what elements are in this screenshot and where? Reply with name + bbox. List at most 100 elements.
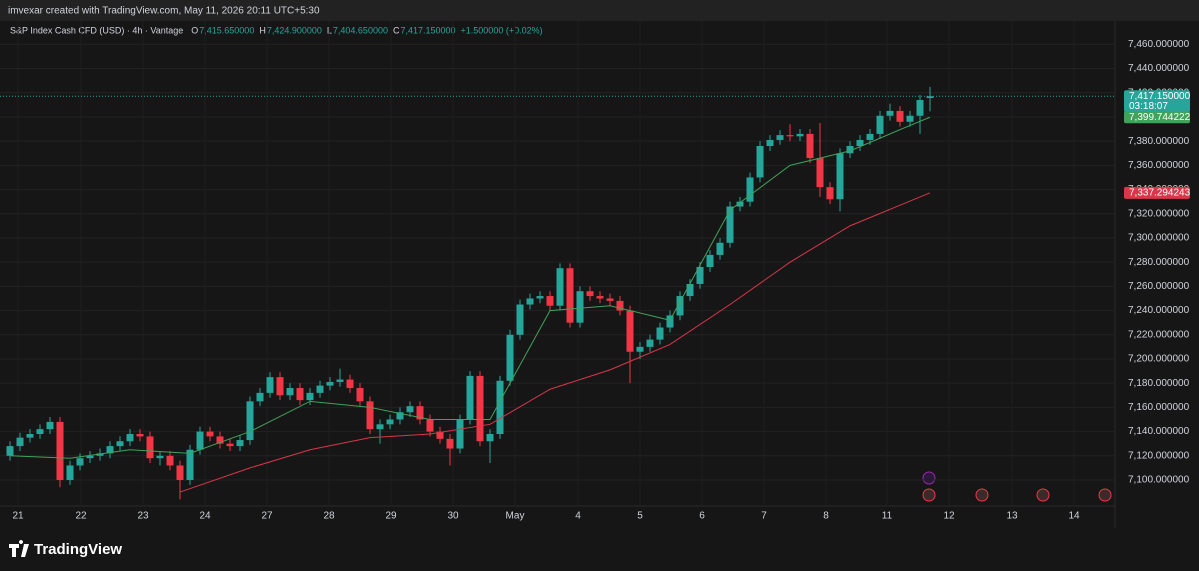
candle-body bbox=[486, 434, 494, 442]
readout-key: H bbox=[259, 25, 266, 35]
attribution: imvexar created with TradingView.com, Ma… bbox=[8, 6, 320, 17]
candle-body bbox=[156, 455, 164, 459]
candle-body bbox=[246, 401, 254, 441]
candle-body bbox=[106, 446, 114, 454]
candle-body bbox=[316, 385, 324, 393]
candle-body bbox=[366, 401, 374, 430]
y-tick-label: 7,360.000000 bbox=[1128, 160, 1190, 171]
price-label: 7,337.294243 bbox=[1129, 187, 1191, 198]
candle-body bbox=[646, 339, 654, 347]
candle-body bbox=[666, 315, 674, 328]
price-label-countdown: 03:18:07 bbox=[1129, 101, 1168, 112]
x-tick-label: 5 bbox=[637, 511, 643, 522]
candle-body bbox=[716, 242, 724, 255]
candle-body bbox=[606, 298, 614, 301]
readout-key: O bbox=[191, 25, 198, 35]
candle-body bbox=[896, 110, 904, 122]
candle-body bbox=[906, 115, 914, 122]
candle-body bbox=[756, 146, 764, 178]
candle-body bbox=[806, 133, 814, 159]
candle-body bbox=[426, 419, 434, 432]
x-tick-label: May bbox=[506, 511, 525, 522]
candle-body bbox=[216, 436, 224, 444]
candle-body bbox=[856, 139, 864, 147]
y-tick-label: 7,460.000000 bbox=[1128, 39, 1190, 50]
candle-body bbox=[116, 441, 124, 447]
readout-change: +1.500000 (+0.02%) bbox=[461, 25, 543, 35]
x-tick-label: 7 bbox=[761, 511, 767, 522]
candle-body bbox=[196, 431, 204, 450]
x-tick-label: 23 bbox=[137, 511, 149, 522]
candle-body bbox=[256, 392, 264, 402]
chart-title: S&P Index Cash CFD (USD) · 4h · Vantage bbox=[10, 25, 183, 35]
x-tick-label: 30 bbox=[447, 511, 459, 522]
logo-text: TradingView bbox=[34, 541, 122, 558]
candle-body bbox=[506, 334, 514, 381]
candle-body bbox=[616, 300, 624, 311]
x-tick-label: 4 bbox=[575, 511, 581, 522]
candle-body bbox=[6, 446, 14, 456]
y-tick-label: 7,160.000000 bbox=[1128, 402, 1190, 413]
candle-body bbox=[816, 158, 824, 188]
candle-body bbox=[726, 206, 734, 243]
footer bbox=[0, 528, 1199, 571]
x-tick-label: 12 bbox=[943, 511, 955, 522]
candle-body bbox=[416, 406, 424, 420]
price-label-box bbox=[1124, 90, 1190, 113]
candle-body bbox=[176, 465, 184, 480]
candle-body bbox=[36, 429, 44, 435]
candle-body bbox=[736, 201, 744, 207]
candle-body bbox=[386, 419, 394, 425]
candle-body bbox=[66, 465, 74, 480]
logo: TradingView bbox=[9, 540, 122, 558]
candle-body bbox=[566, 268, 574, 323]
candle-body bbox=[836, 153, 844, 200]
candle-body bbox=[356, 388, 364, 402]
readout-value: 7,417.150000 bbox=[400, 25, 455, 35]
candle-body bbox=[746, 177, 754, 202]
y-tick-label: 7,260.000000 bbox=[1128, 281, 1190, 292]
candle-body bbox=[696, 267, 704, 284]
candle-body bbox=[586, 291, 594, 297]
x-tick-label: 28 bbox=[323, 511, 335, 522]
candle-body bbox=[56, 421, 64, 480]
y-tick-label: 7,240.000000 bbox=[1128, 305, 1190, 316]
candle-body bbox=[436, 431, 444, 439]
candle-body bbox=[546, 296, 554, 306]
y-tick-label: 7,120.000000 bbox=[1128, 450, 1190, 461]
y-tick-label: 7,140.000000 bbox=[1128, 426, 1190, 437]
y-tick-label: 7,180.000000 bbox=[1128, 378, 1190, 389]
candle-body bbox=[636, 346, 644, 352]
readout-value: 7,415.650000 bbox=[199, 25, 254, 35]
candle-body bbox=[576, 291, 584, 323]
event-icon bbox=[922, 488, 936, 502]
candle-body bbox=[446, 438, 454, 449]
candle-body bbox=[536, 296, 544, 299]
candle-body bbox=[226, 443, 234, 447]
candle-body bbox=[456, 419, 464, 449]
candle-body bbox=[126, 434, 134, 442]
candle-body bbox=[776, 135, 784, 140]
x-tick-label: 22 bbox=[75, 511, 87, 522]
x-tick-label: 21 bbox=[12, 511, 24, 522]
y-tick-label: 7,100.000000 bbox=[1128, 475, 1190, 486]
y-tick-label: 7,300.000000 bbox=[1128, 233, 1190, 244]
candle-body bbox=[556, 268, 564, 306]
x-tick-label: 11 bbox=[882, 511, 893, 522]
x-tick-label: 24 bbox=[199, 511, 211, 522]
event-icon bbox=[975, 488, 989, 502]
candle-body bbox=[466, 375, 474, 420]
candle-body bbox=[16, 437, 24, 447]
x-tick-label: 27 bbox=[261, 511, 273, 522]
x-tick-label: 14 bbox=[1068, 511, 1080, 522]
moving-average bbox=[179, 192, 931, 493]
candle-body bbox=[656, 327, 664, 340]
candle-body bbox=[186, 449, 194, 480]
y-tick-label: 7,320.000000 bbox=[1128, 208, 1190, 219]
event-icon bbox=[1036, 488, 1050, 502]
candle-body bbox=[926, 96, 934, 99]
candle-body bbox=[676, 296, 684, 316]
candle-body bbox=[86, 455, 94, 459]
